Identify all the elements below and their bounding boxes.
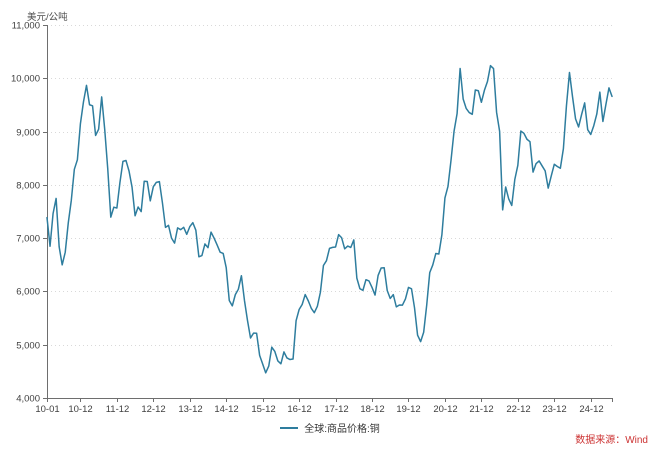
x-tick-label: 24-12	[579, 404, 603, 415]
x-tick-label: 13-12	[178, 404, 202, 415]
x-tick-label: 10-01	[35, 404, 59, 415]
y-tick-label: 7,000	[16, 234, 40, 245]
x-tick-label: 10-12	[68, 404, 92, 415]
legend-line-marker	[280, 426, 299, 429]
y-tick-label: 5,000	[16, 341, 40, 352]
data-source-label: 数据来源：Wind	[575, 435, 648, 446]
x-tick-label: 20-12	[433, 404, 457, 415]
y-tick-label: 4,000	[16, 394, 40, 405]
x-tick-label: 14-12	[214, 404, 238, 415]
x-tick-label: 16-12	[287, 404, 311, 415]
x-tick-label: 19-12	[396, 404, 420, 415]
x-tick-label: 21-12	[469, 404, 493, 415]
y-axis-unit-label: 美元/公吨	[27, 12, 68, 23]
x-tick-label: 18-12	[360, 404, 384, 415]
y-tick-label: 9,000	[16, 128, 40, 139]
y-tick-label: 8,000	[16, 181, 40, 192]
x-tick-label: 22-12	[506, 404, 530, 415]
legend: 全球:商品价格:铜	[0, 420, 660, 435]
y-tick-label: 10,000	[11, 74, 40, 85]
x-tick-label: 23-12	[542, 404, 566, 415]
x-tick-label: 12-12	[141, 404, 165, 415]
price-line	[46, 64, 613, 374]
x-tick-label: 17-12	[324, 404, 348, 415]
x-tick-label: 15-12	[251, 404, 275, 415]
x-tick-label: 11-12	[106, 404, 130, 415]
y-tick-label: 11,000	[12, 21, 40, 32]
y-tick-label: 6,000	[16, 287, 40, 298]
legend-series-label: 全球:商品价格:铜	[304, 424, 380, 435]
